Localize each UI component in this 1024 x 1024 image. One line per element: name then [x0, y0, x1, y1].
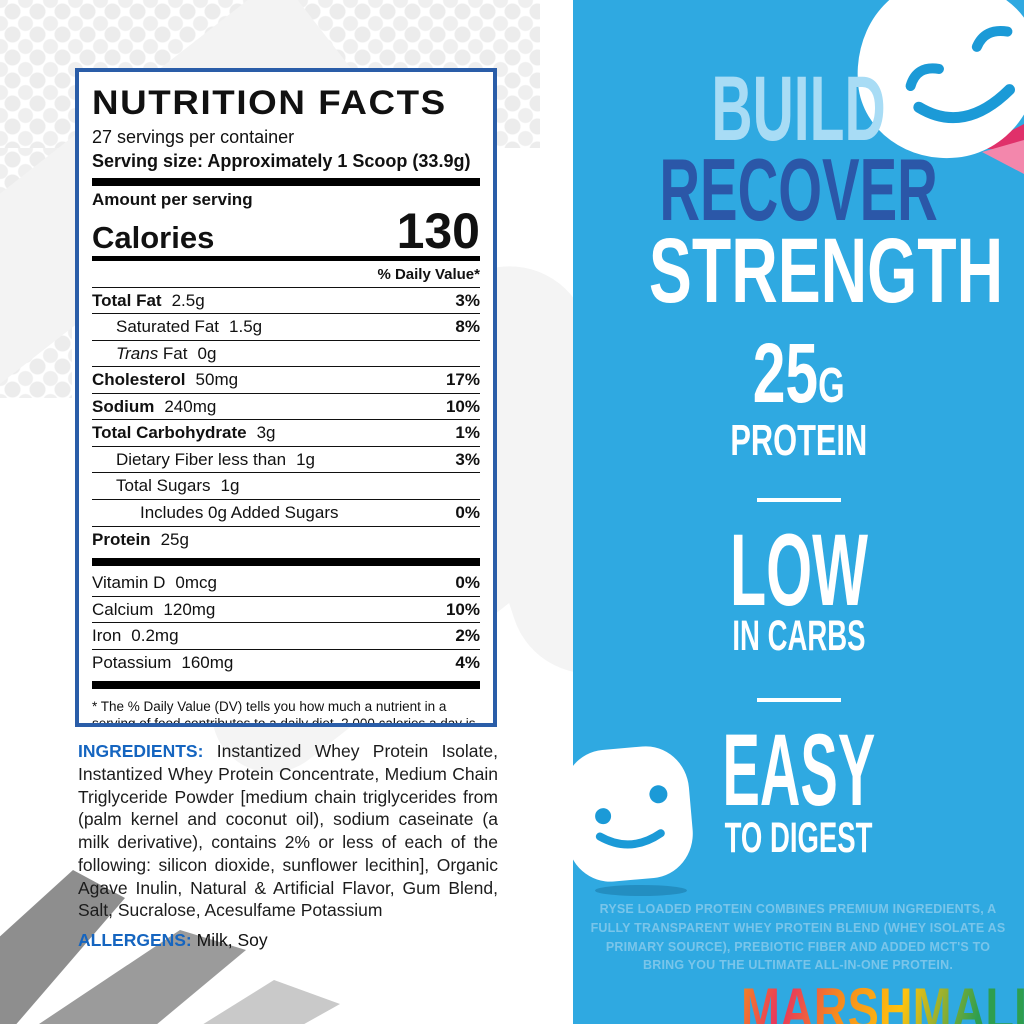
- headline-build: BUILD: [711, 58, 886, 160]
- nutrition-row: Dietary Fiber less than 1g 3%: [92, 445, 480, 473]
- allergens-line: ALLERGENS: Milk, Soy: [78, 930, 498, 951]
- marshmallow-mascot-top: [848, 0, 1024, 168]
- nutrition-row: Cholesterol 50mg 17%: [92, 366, 480, 393]
- daily-value-footnote: * The % Daily Value (DV) tells you how m…: [92, 699, 476, 727]
- ingredients-label: INGREDIENTS:: [78, 741, 204, 761]
- marshmallow-mascot-bottom: [573, 742, 697, 886]
- nutrition-row: Total Carbohydrate 3g 1%: [92, 419, 480, 446]
- protein-unit: G: [817, 359, 845, 413]
- nutrition-rows: Total Fat 2.5g 3% Saturated Fat 1.5g 8% Trans …: [92, 286, 480, 553]
- allergens-text: Milk, Soy: [191, 930, 268, 950]
- flavor-name-marshmallow: MARSHMALLOW: [741, 980, 1024, 1024]
- section-divider: [756, 698, 841, 702]
- left-eye-icon: [905, 63, 944, 92]
- thick-divider-bar: [92, 681, 480, 690]
- nutrition-row: Trans Fat 0g: [92, 339, 480, 367]
- nutrition-facts-label: NUTRITION FACTS 27 servings per containe…: [75, 68, 497, 727]
- calories-label: Calories: [92, 219, 215, 255]
- right-eye-icon: [971, 26, 1013, 52]
- section-divider: [756, 498, 841, 502]
- nutrition-row: Protein 25g: [92, 525, 480, 553]
- nutrition-row: Calcium 120mg 10%: [92, 595, 480, 623]
- calories-row: Calories 130: [92, 203, 480, 260]
- nutrition-row: Potassium 160mg 4%: [92, 648, 480, 676]
- marshmallow-face: [595, 785, 668, 849]
- smile-icon: [595, 829, 665, 849]
- benefit-easy: EASY: [722, 713, 875, 827]
- benefit-protein-amount: 25G: [752, 326, 845, 420]
- fine-print-paragraph: RYSE LOADED PROTEIN COMBINES PREMIUM ING…: [590, 902, 1006, 973]
- nutrition-row: Total Sugars 1g: [92, 472, 480, 499]
- headline-strength: STRENGTH: [648, 220, 1004, 322]
- nutrition-row: Includes 0g Added Sugars 0%: [92, 498, 480, 526]
- medium-divider-bar: [92, 255, 480, 261]
- servings-per-container: 27 servings per container: [92, 127, 295, 147]
- allergens-label: ALLERGENS:: [78, 930, 192, 950]
- thick-divider-bar: [92, 558, 480, 567]
- ingredients-paragraph: INGREDIENTS: Instantized Whey Protein Is…: [78, 740, 498, 922]
- benefit-low: LOW: [729, 513, 868, 627]
- nutrition-row: Total Fat 2.5g 3%: [92, 286, 480, 314]
- thick-divider-bar: [92, 178, 480, 187]
- amount-per-serving: Amount per serving: [92, 190, 253, 210]
- serving-size: Serving size: Approximately 1 Scoop (33.…: [92, 150, 471, 171]
- mascot-shadow: [595, 885, 687, 896]
- nutrition-facts-title: NUTRITION FACTS: [92, 84, 447, 122]
- benefit-easy-sub: TO DIGEST: [724, 814, 873, 862]
- calories-value: 130: [396, 203, 480, 260]
- left-eye-icon: [595, 808, 612, 825]
- nutrition-row: Saturated Fat 1.5g 8%: [92, 313, 480, 340]
- right-eye-icon: [649, 785, 668, 804]
- headline-recover: RECOVER: [659, 140, 938, 239]
- nutrition-row: Vitamin D 0mcg 0%: [92, 573, 480, 593]
- blue-marketing-panel: BUILD RECOVER STRENGTH 25G PROTEIN LOW I…: [573, 0, 1024, 1024]
- nutrition-row: Iron 0.2mg 2%: [92, 622, 480, 649]
- benefit-low-sub: IN CARBS: [731, 612, 866, 660]
- vitamin-rows: Vitamin D 0mcg 0% Calcium 120mg 10% Iron 0.2mg 2…: [92, 570, 480, 675]
- benefit-protein-label: PROTEIN: [730, 416, 867, 465]
- marshmallow-face: [905, 26, 1015, 124]
- nutrition-row: Sodium 240mg 10%: [92, 392, 480, 420]
- smile-icon: [913, 84, 1015, 124]
- daily-value-header: % Daily Value*: [377, 265, 480, 283]
- ingredients-text: Instantized Whey Protein Isolate, Instan…: [78, 741, 498, 921]
